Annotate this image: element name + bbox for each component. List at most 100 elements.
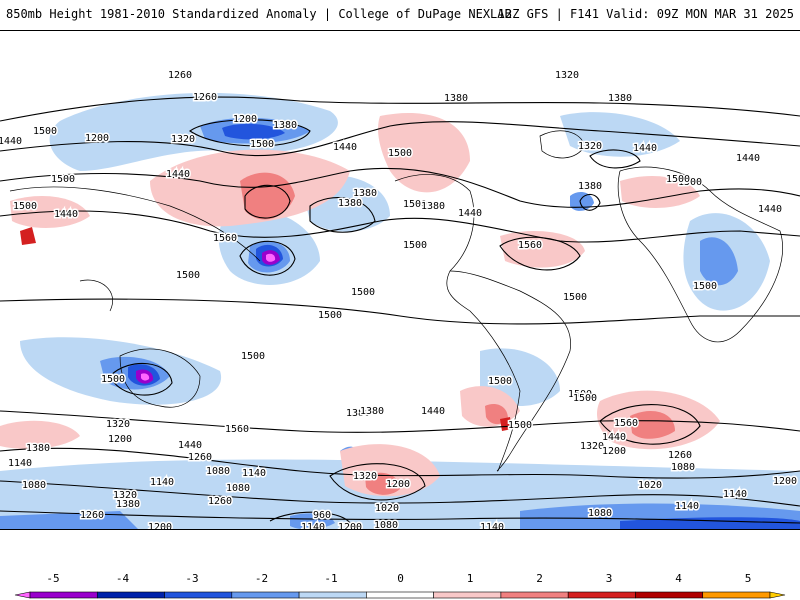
coastline-2 bbox=[617, 166, 783, 343]
height-contour-layer bbox=[0, 96, 800, 524]
height-contour-13 bbox=[109, 362, 173, 396]
contour-label: 1500 bbox=[403, 199, 427, 210]
anomaly-region-12 bbox=[700, 237, 738, 286]
contour-label: 1380 bbox=[346, 408, 370, 419]
contour-label: 1440 bbox=[421, 406, 445, 417]
colorbar-segment bbox=[298, 591, 367, 599]
contour-label: 1380 bbox=[360, 406, 384, 417]
contour-label: 1440 bbox=[333, 142, 357, 153]
height-contour-18 bbox=[579, 193, 601, 211]
anomaly-region-15 bbox=[0, 511, 138, 529]
height-contour-11 bbox=[239, 240, 296, 276]
contour-label: 1500 bbox=[488, 376, 512, 387]
contour-label: 1560 bbox=[518, 240, 542, 251]
coastline-layer bbox=[9, 130, 783, 472]
colorbar-segment bbox=[702, 591, 771, 599]
contour-label: 1320 bbox=[171, 134, 195, 145]
contour-label: 1380 bbox=[338, 198, 362, 209]
colorbar-segment bbox=[366, 591, 434, 599]
colorbar-segment bbox=[567, 591, 636, 599]
colorbar-tick-label: 4 bbox=[675, 572, 682, 585]
coastline-3 bbox=[9, 186, 261, 262]
height-contour-4 bbox=[0, 298, 800, 325]
contour-label: 1440 bbox=[458, 208, 482, 219]
anomaly-region-33 bbox=[0, 420, 80, 449]
anomaly-region-25 bbox=[141, 373, 150, 381]
contour-label: 1500 bbox=[241, 351, 265, 362]
contour-label: 1320 bbox=[106, 419, 130, 430]
height-contour-1 bbox=[0, 121, 800, 157]
contour-label: 1080 bbox=[22, 480, 46, 491]
height-contour-6 bbox=[0, 447, 800, 479]
height-contour-17 bbox=[269, 511, 351, 524]
height-contour-9 bbox=[189, 119, 311, 147]
contour-label: 1200 bbox=[338, 522, 362, 530]
contour-label: 1260 bbox=[208, 496, 232, 507]
coastline-6 bbox=[539, 130, 586, 159]
contour-label: 1320 bbox=[113, 490, 137, 501]
anomaly-region-5 bbox=[560, 112, 680, 157]
contour-label: 1080 bbox=[671, 462, 695, 473]
height-contour-16 bbox=[329, 463, 426, 501]
contour-label: 1500 bbox=[693, 281, 717, 292]
colorbar-tick-label: -1 bbox=[324, 572, 338, 585]
contour-label: 1440 bbox=[178, 440, 202, 451]
contour-label: 1500 bbox=[51, 174, 75, 185]
contour-label: 1500 bbox=[666, 174, 690, 185]
contour-label: 1020 bbox=[375, 503, 399, 514]
map-title: 850mb Height 1981-2010 Standardized Anom… bbox=[6, 7, 512, 21]
height-contour-19 bbox=[589, 149, 641, 169]
colorbar-tick-label: 0 bbox=[397, 572, 404, 585]
colorbar-tick-label: -3 bbox=[185, 572, 199, 585]
contour-label: 1380 bbox=[578, 181, 602, 192]
contour-label: 1320 bbox=[555, 70, 579, 81]
coastline-1 bbox=[449, 270, 571, 472]
contour-label: 1260 bbox=[188, 452, 212, 463]
contour-label: 1020 bbox=[638, 480, 662, 491]
contour-label: 1200 bbox=[85, 133, 109, 144]
contour-label: 1440 bbox=[602, 432, 626, 443]
contour-label: 1440 bbox=[633, 143, 657, 154]
contour-label: 1500 bbox=[403, 240, 427, 251]
anomaly-region-29 bbox=[500, 231, 585, 268]
contour-label: 1380 bbox=[444, 93, 468, 104]
contour-label: 1200 bbox=[148, 522, 172, 530]
contour-label: 1380 bbox=[353, 188, 377, 199]
colorbar-segment bbox=[635, 591, 704, 599]
contour-label: 1500 bbox=[250, 139, 274, 150]
contour-label: 1500 bbox=[568, 389, 592, 400]
contour-label: 1080 bbox=[226, 483, 250, 494]
contour-label: 1140 bbox=[480, 522, 504, 530]
contour-label: 1380 bbox=[116, 499, 140, 510]
anomaly-region-38 bbox=[365, 472, 400, 495]
colorbar-segment bbox=[231, 591, 300, 599]
contour-label: 1440 bbox=[736, 153, 760, 164]
colorbar-arrow-low bbox=[14, 591, 31, 599]
height-contour-0 bbox=[0, 96, 800, 122]
contour-label: 1320 bbox=[580, 441, 604, 452]
anomaly-region-37 bbox=[630, 411, 675, 439]
contour-label: 1500 bbox=[13, 201, 37, 212]
contour-label: 1140 bbox=[723, 489, 747, 500]
coastline-0 bbox=[394, 174, 521, 472]
anomaly-region-13 bbox=[570, 191, 594, 211]
anomaly-region-18 bbox=[222, 123, 285, 140]
height-contour-10 bbox=[244, 184, 291, 219]
contour-label: 1500 bbox=[351, 287, 375, 298]
contour-label: 1500 bbox=[318, 310, 342, 321]
anomaly-region-41 bbox=[500, 417, 512, 431]
height-contour-8 bbox=[0, 510, 800, 524]
height-contour-15 bbox=[599, 404, 701, 445]
anomaly-region-28 bbox=[378, 113, 470, 193]
colorbar-segment bbox=[433, 591, 502, 599]
map-panel: 1260 1320 1380 1440 1200 1320 1380 1440 1500 1260… bbox=[0, 30, 800, 530]
contour-label: 1200 bbox=[602, 446, 626, 457]
colorbar-tick-label: 3 bbox=[605, 572, 613, 585]
contour-label: 1560 bbox=[213, 233, 237, 244]
anomaly-region-16 bbox=[290, 513, 335, 529]
colorbar-segment bbox=[164, 591, 233, 599]
contour-label: 960 bbox=[313, 510, 331, 521]
contour-label: 1440 bbox=[758, 204, 782, 215]
